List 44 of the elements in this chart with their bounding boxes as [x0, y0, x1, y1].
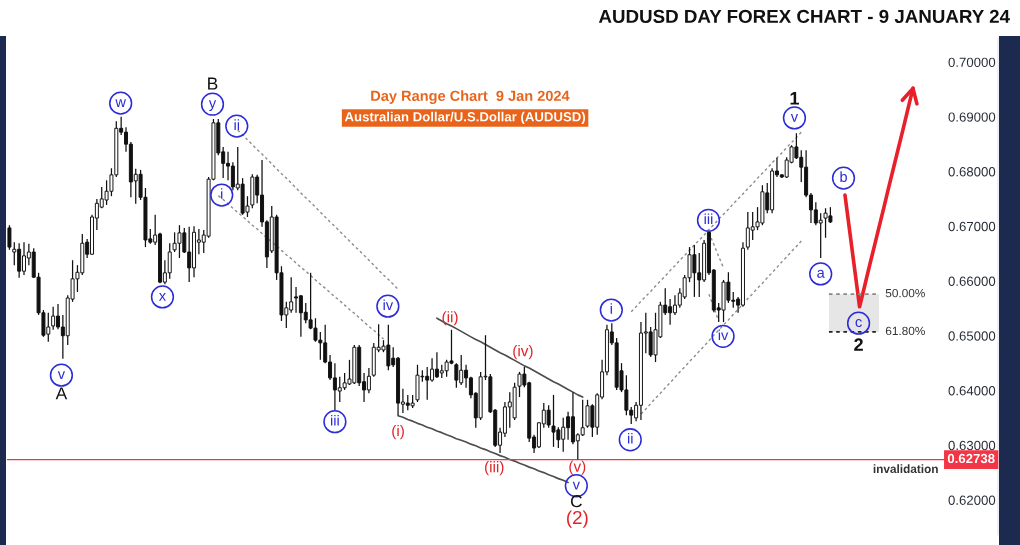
annotation: w — [115, 99, 126, 107]
y-tick-label: 0.68000 — [948, 167, 996, 177]
annotation: iii — [331, 414, 339, 426]
annotation: 50.00% — [885, 288, 925, 298]
annotation: C — [570, 495, 582, 508]
annotation: b — [840, 171, 847, 183]
annotation: v — [57, 371, 65, 379]
annotation: ii — [628, 432, 633, 444]
annotation: i — [610, 303, 612, 314]
y-tick-label: 0.70000 — [948, 57, 996, 67]
annotation: (i) — [392, 424, 404, 440]
chart-title: AUDUSD DAY FOREX CHART - 9 JANUARY 24 — [598, 9, 1010, 24]
y-tick-label: 0.69000 — [948, 112, 996, 122]
y-tick-label: 0.67000 — [948, 221, 996, 232]
annotation: (iv) — [513, 345, 533, 360]
annotation: iv — [383, 299, 394, 310]
annotation: Day Range Chart 9 Jan 2024 — [371, 90, 570, 104]
annotation: B — [208, 77, 218, 90]
annotation: ii — [234, 119, 240, 130]
annotation: 1 — [790, 92, 799, 105]
y-tick-label: 0.66000 — [948, 276, 996, 286]
annotation: iv — [718, 329, 729, 341]
annotation: y — [208, 100, 217, 112]
annotation: a — [817, 269, 825, 278]
annotation: Australian Dollar/U.S.Dollar (AUDUSD) — [344, 111, 586, 125]
annotation: invalidation — [873, 464, 938, 474]
annotation: (2) — [567, 510, 588, 528]
y-tick-label: 0.64000 — [948, 386, 996, 396]
y-tick-label: 0.63000 — [948, 440, 996, 451]
annotation: A — [55, 387, 68, 400]
annotation: 61.80% — [885, 326, 925, 336]
annotation: (ii) — [442, 311, 458, 326]
y-tick-label: 0.62000 — [948, 495, 996, 505]
annotation: (iii) — [485, 461, 504, 476]
annotation: (v) — [569, 460, 586, 475]
annotation: v — [790, 113, 799, 122]
annotation: i — [221, 188, 223, 199]
annotation: iii — [704, 213, 713, 225]
ref-line-label: 0.62738 — [947, 453, 995, 464]
y-tick-label: 0.65000 — [948, 331, 996, 341]
annotation: x — [158, 292, 166, 301]
annotation: v — [572, 481, 580, 490]
annotation: c — [855, 319, 862, 328]
annotation: 2 — [854, 338, 863, 351]
